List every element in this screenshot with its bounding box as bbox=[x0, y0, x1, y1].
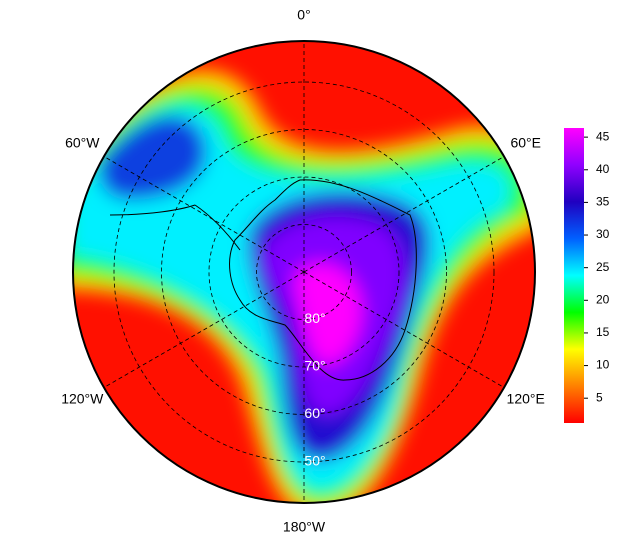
meridian bbox=[103, 156, 305, 273]
graticule bbox=[103, 41, 505, 503]
latitude-label: 60° bbox=[304, 405, 325, 421]
longitude-label: 60°E bbox=[510, 135, 541, 151]
colorbar bbox=[564, 128, 584, 423]
colorbar-tick-label: 15 bbox=[596, 325, 610, 339]
colorbar-tick-label: 10 bbox=[596, 358, 610, 372]
longitude-label: 180°W bbox=[283, 519, 326, 535]
longitude-label: 120°W bbox=[61, 391, 104, 407]
latitude-label: 80° bbox=[304, 310, 325, 326]
longitude-label: 60°W bbox=[65, 135, 100, 151]
parallel bbox=[208, 176, 400, 368]
meridian bbox=[103, 271, 305, 388]
latitude-label: 50° bbox=[304, 453, 325, 469]
colorbar-tick-label: 5 bbox=[596, 390, 603, 404]
colorbar-tick-label: 35 bbox=[596, 195, 610, 209]
parallel bbox=[161, 129, 447, 415]
colorbar-tick-label: 45 bbox=[596, 129, 610, 143]
meridian bbox=[303, 271, 505, 388]
longitude-label: 0° bbox=[297, 7, 310, 23]
coastline bbox=[109, 179, 417, 381]
parallel bbox=[113, 81, 495, 463]
longitude-label: 120°E bbox=[507, 391, 545, 407]
colorbar-tick-label: 40 bbox=[596, 162, 610, 176]
field bbox=[73, 41, 535, 503]
parallel bbox=[256, 224, 352, 320]
meridian bbox=[303, 156, 505, 273]
colorbar-tick-label: 30 bbox=[596, 227, 610, 241]
colorbar-tick-label: 20 bbox=[596, 292, 610, 306]
colorbar-tick-label: 25 bbox=[596, 260, 610, 274]
latitude-label: 70° bbox=[304, 358, 325, 374]
map-border bbox=[72, 40, 536, 504]
